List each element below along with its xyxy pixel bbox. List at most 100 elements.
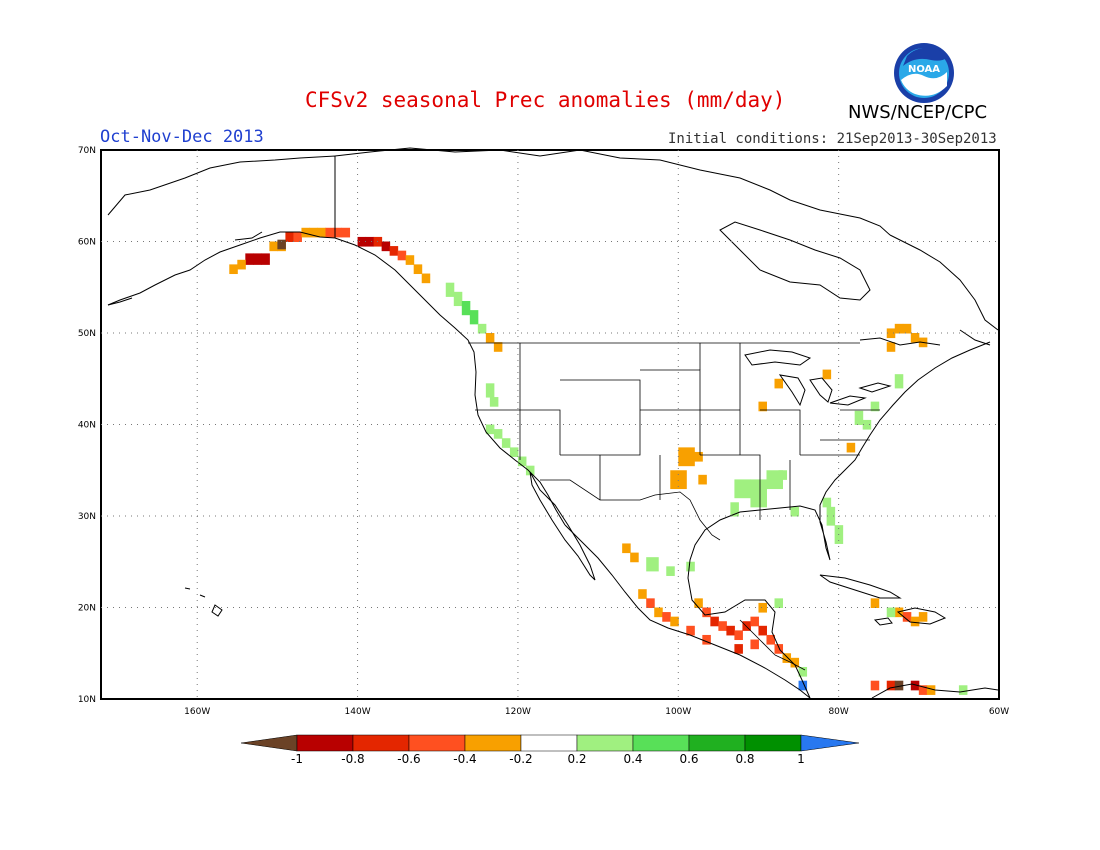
lon-tick-label: 80W — [828, 707, 848, 717]
anomaly-cell — [397, 250, 407, 261]
noaa-logo-text: NOAA — [908, 64, 940, 75]
colorbar-segment — [464, 734, 522, 752]
political-borders — [334, 156, 880, 671]
anomaly-cell — [670, 616, 679, 627]
anomaly-cell — [365, 236, 375, 247]
anomaly-cell — [622, 543, 631, 554]
anomaly-cell — [778, 470, 788, 480]
anomaly-cell — [698, 474, 707, 485]
anomaly-cell — [826, 506, 836, 526]
lat-tick-label: 50N — [78, 329, 96, 339]
anomaly-cell — [910, 333, 920, 343]
noaa-logo: NOAA — [894, 43, 954, 103]
anomaly-cell — [926, 685, 936, 695]
anomaly-cell — [886, 342, 896, 352]
anomaly-cell — [453, 291, 463, 307]
colorbar-segment — [520, 734, 578, 752]
anomaly-cell — [309, 227, 318, 238]
colorbar-segment — [744, 734, 802, 752]
anomaly-cell — [686, 561, 695, 572]
anomaly-cells — [229, 227, 968, 695]
anomaly-cell — [734, 630, 743, 641]
anomaly-cell — [758, 401, 767, 412]
anomaly-cell — [718, 621, 727, 631]
anomaly-cell — [646, 598, 655, 608]
anomaly-cell — [694, 598, 703, 608]
anomaly-cell — [894, 323, 904, 334]
colorbar-arrow-low — [240, 734, 298, 752]
anomaly-cell — [501, 438, 511, 448]
anomaly-cell — [325, 227, 335, 238]
anomaly-cell — [493, 342, 503, 352]
anomaly-cell — [269, 241, 278, 252]
anomaly-cell — [750, 616, 759, 627]
anomaly-cell — [774, 378, 784, 389]
anomaly-cell — [638, 589, 647, 599]
anomaly-cell — [726, 625, 735, 636]
anomaly-cell — [253, 253, 262, 265]
anomaly-cell — [774, 644, 784, 654]
colorbar-segment — [688, 734, 746, 752]
anomaly-cell — [790, 506, 800, 517]
anomaly-cell — [870, 680, 880, 691]
anomaly-cell — [477, 323, 487, 334]
anomaly-cell — [237, 259, 246, 270]
anomaly-cell — [654, 607, 663, 618]
lon-tick-label: 160W — [184, 707, 210, 717]
anomaly-cell — [445, 282, 455, 297]
anomaly-cell — [245, 253, 254, 265]
anomaly-cell — [702, 607, 711, 618]
anomaly-cell — [710, 616, 719, 627]
season-label: Oct-Nov-Dec 2013 — [100, 127, 264, 147]
anomaly-cell — [485, 333, 495, 343]
anomaly-cell — [670, 470, 687, 490]
lon-tick-label: 120W — [505, 707, 531, 717]
lat-tick-label: 40N — [78, 421, 96, 431]
anomaly-cell — [902, 323, 912, 334]
lat-tick-label: 70N — [78, 146, 96, 156]
anomaly-cell — [421, 273, 431, 284]
anomaly-cell — [285, 232, 294, 242]
anomaly-cell — [389, 246, 399, 256]
anomaly-cell — [750, 479, 767, 508]
colorbar: -1 -0.8 -0.6 -0.4 -0.2 0.2 0.4 0.6 0.8 1 — [240, 734, 860, 766]
colorbar-tick-label: -0.6 — [397, 752, 420, 766]
lon-tick-label: 140W — [345, 707, 371, 717]
agency-label: NWS/NCEP/CPC — [848, 102, 988, 123]
anomaly-cell — [317, 227, 326, 238]
anomaly-cell — [413, 264, 423, 275]
anomaly-cell — [730, 502, 739, 517]
coastlines — [107, 147, 999, 699]
colorbar-tick-label: 0.4 — [623, 752, 642, 766]
lat-tick-label: 60N — [78, 238, 96, 248]
anomaly-cell — [782, 653, 792, 663]
colorbar-tick-label: -0.2 — [509, 752, 532, 766]
anomaly-cell — [766, 634, 775, 645]
colorbar-segment — [576, 734, 634, 752]
anomaly-cell — [790, 657, 800, 668]
anomaly-cell — [958, 685, 968, 695]
anomaly-cell — [910, 616, 920, 627]
anomaly-cell — [886, 680, 896, 691]
lat-tick-label: 20N — [78, 604, 96, 614]
anomaly-cell — [525, 465, 535, 476]
anomaly-cell — [686, 625, 695, 636]
anomaly-cell — [734, 644, 743, 654]
anomaly-cell — [750, 639, 759, 650]
lat-lon-grid: 10N 20N 30N 40N 50N 60N 70N 160W 140W 120W 100W 80W… — [78, 146, 1009, 717]
anomaly-cell — [469, 310, 479, 325]
anomaly-cell — [357, 236, 367, 247]
lon-tick-label: 60W — [989, 707, 1009, 717]
anomaly-cell — [493, 429, 503, 439]
colorbar-tick-label: 1 — [797, 752, 805, 766]
colorbar-tick-label: 0.8 — [735, 752, 754, 766]
colorbar-tick-label: 0.6 — [679, 752, 698, 766]
anomaly-cell — [854, 410, 864, 425]
colorbar-segment — [408, 734, 466, 752]
anomaly-cell — [461, 300, 471, 316]
anomaly-cell — [485, 424, 495, 435]
anomaly-cell — [405, 255, 415, 265]
colorbar-tick-label: -0.4 — [453, 752, 476, 766]
anomaly-cell — [798, 680, 808, 691]
anomaly-cell — [333, 227, 343, 238]
